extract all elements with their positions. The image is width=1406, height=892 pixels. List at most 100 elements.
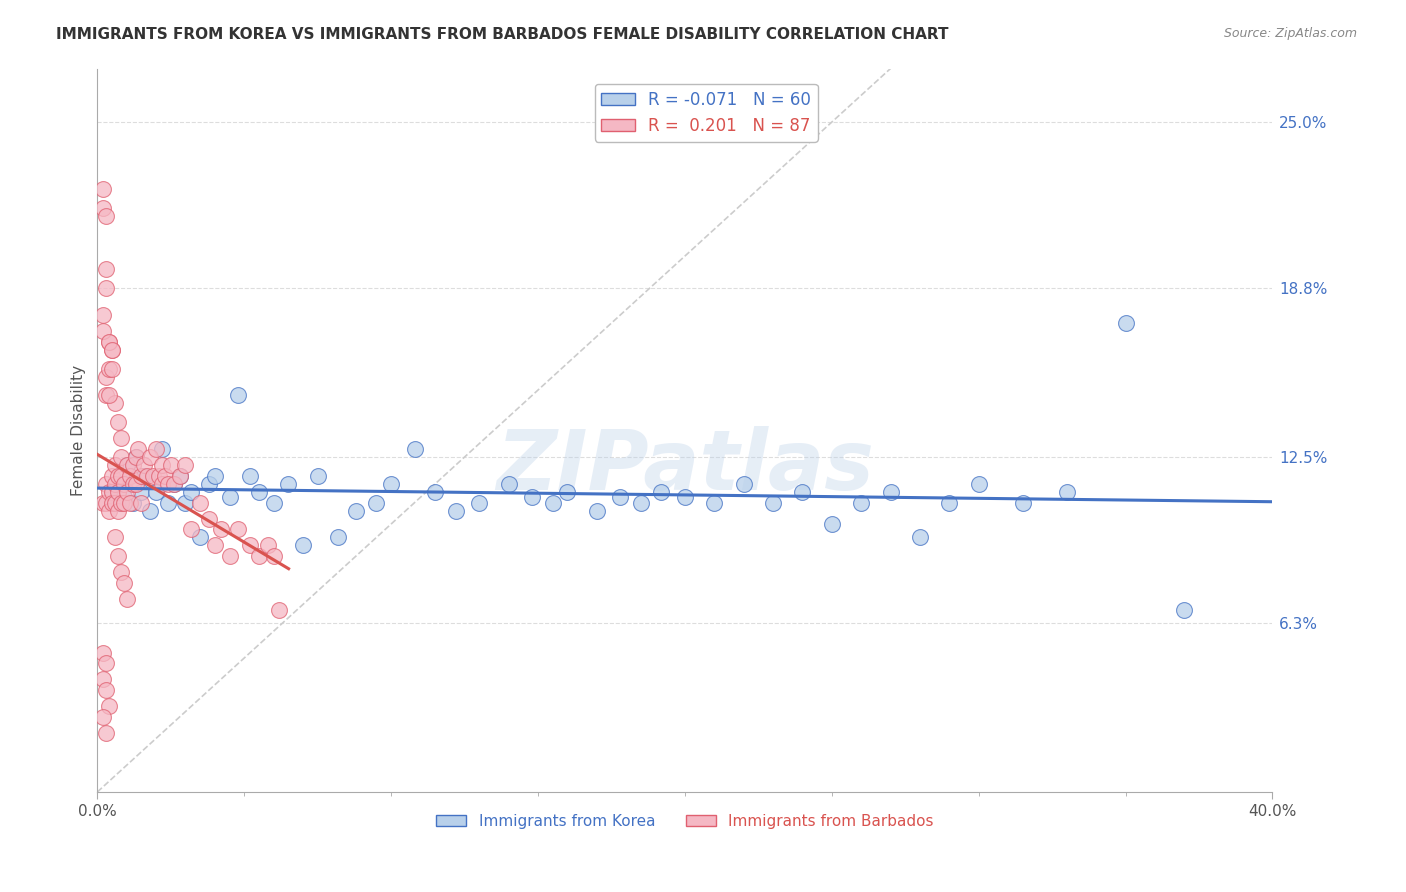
Point — [673, 490, 696, 504]
Point — [139, 450, 162, 464]
Point — [124, 476, 146, 491]
Point — [110, 566, 132, 580]
Point — [792, 484, 814, 499]
Point — [263, 495, 285, 509]
Point — [96, 476, 118, 491]
Point — [131, 495, 153, 509]
Point — [91, 495, 114, 509]
Point — [150, 458, 173, 472]
Point — [115, 592, 138, 607]
Point — [107, 495, 129, 509]
Point — [938, 495, 960, 509]
Point — [269, 603, 291, 617]
Point — [91, 324, 114, 338]
Point — [121, 476, 143, 491]
Point — [104, 458, 127, 472]
Point — [541, 495, 564, 509]
Point — [110, 468, 132, 483]
Point — [380, 476, 402, 491]
Point — [104, 476, 127, 491]
Point — [204, 468, 226, 483]
Point — [101, 361, 124, 376]
Legend: Immigrants from Korea, Immigrants from Barbados: Immigrants from Korea, Immigrants from B… — [430, 808, 941, 835]
Point — [150, 442, 173, 456]
Point — [145, 484, 167, 499]
Point — [163, 476, 186, 491]
Point — [218, 549, 240, 564]
Point — [159, 458, 181, 472]
Point — [650, 484, 672, 499]
Point — [101, 343, 124, 357]
Point — [115, 458, 138, 472]
Point — [247, 549, 270, 564]
Point — [112, 576, 135, 591]
Point — [101, 484, 124, 499]
Point — [107, 415, 129, 429]
Point — [703, 495, 725, 509]
Point — [291, 538, 314, 552]
Text: Source: ZipAtlas.com: Source: ZipAtlas.com — [1223, 27, 1357, 40]
Point — [98, 503, 121, 517]
Point — [98, 699, 121, 714]
Point — [228, 522, 250, 536]
Point — [98, 484, 121, 499]
Point — [98, 334, 121, 349]
Point — [96, 369, 118, 384]
Point — [163, 476, 186, 491]
Point — [148, 468, 170, 483]
Point — [468, 495, 491, 509]
Point — [101, 484, 124, 499]
Point — [1056, 484, 1078, 499]
Point — [115, 458, 138, 472]
Point — [174, 495, 197, 509]
Point — [425, 484, 447, 499]
Point — [121, 495, 143, 509]
Point — [96, 209, 118, 223]
Point — [174, 458, 197, 472]
Point — [188, 530, 211, 544]
Point — [91, 308, 114, 322]
Point — [134, 458, 156, 472]
Point — [239, 538, 262, 552]
Point — [124, 450, 146, 464]
Point — [107, 503, 129, 517]
Point — [91, 673, 114, 687]
Point — [879, 484, 901, 499]
Point — [1115, 316, 1137, 330]
Point — [188, 495, 211, 509]
Point — [180, 522, 202, 536]
Point — [101, 343, 124, 357]
Point — [131, 484, 153, 499]
Point — [307, 468, 329, 483]
Point — [247, 484, 270, 499]
Point — [1011, 495, 1033, 509]
Point — [115, 484, 138, 499]
Point — [849, 495, 872, 509]
Point — [228, 388, 250, 402]
Point — [366, 495, 388, 509]
Point — [134, 468, 156, 483]
Point — [630, 495, 652, 509]
Point — [762, 495, 785, 509]
Point — [118, 468, 141, 483]
Point — [118, 495, 141, 509]
Point — [107, 549, 129, 564]
Point — [101, 495, 124, 509]
Point — [498, 476, 520, 491]
Point — [444, 503, 467, 517]
Point — [145, 442, 167, 456]
Point — [118, 468, 141, 483]
Point — [104, 530, 127, 544]
Point — [733, 476, 755, 491]
Point — [142, 468, 165, 483]
Point — [328, 530, 350, 544]
Point — [110, 476, 132, 491]
Point — [156, 476, 179, 491]
Point — [821, 516, 844, 531]
Point — [96, 281, 118, 295]
Point — [169, 468, 191, 483]
Point — [209, 522, 232, 536]
Point — [277, 476, 299, 491]
Point — [96, 262, 118, 277]
Point — [107, 468, 129, 483]
